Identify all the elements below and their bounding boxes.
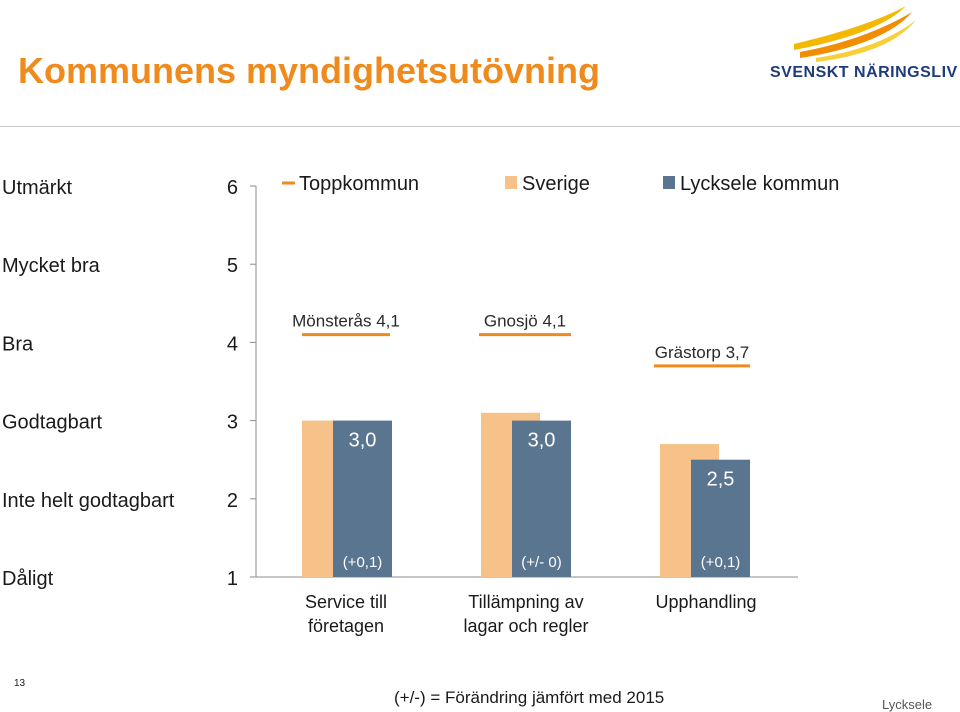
bar-value-label: 3,0: [528, 430, 556, 452]
y-tick-label: 4: [227, 333, 238, 355]
y-tick-label: 6: [227, 177, 238, 199]
y-tick-label: 2: [227, 490, 238, 512]
top-municipality-label: Gnosjö 4,1: [484, 312, 566, 331]
page-title: Kommunens myndighetsutövning: [18, 50, 601, 91]
category-label: Service till: [305, 592, 387, 612]
legend-label: Sverige: [522, 173, 590, 195]
legend-bar-swatch: [505, 176, 517, 189]
y-tick-label: 5: [227, 255, 238, 277]
scale-label: Inte helt godtagbart: [2, 490, 175, 512]
change-label: (+/- 0): [521, 554, 561, 571]
legend-bar-swatch: [663, 176, 675, 189]
scale-label: Bra: [2, 333, 34, 355]
flame-icon: [794, 6, 916, 62]
bar-lycksele: [512, 420, 571, 577]
category-label: Upphandling: [655, 592, 756, 612]
change-label: (+0,1): [701, 554, 741, 571]
change-label: (+0,1): [343, 554, 383, 571]
category-label: Tillämpning av: [468, 592, 583, 612]
logo-text: SVENSKT NÄRINGSLIV: [770, 64, 958, 81]
scale-label: Dåligt: [2, 568, 54, 590]
legend-label: Toppkommun: [299, 173, 419, 195]
title-divider: [0, 126, 960, 127]
top-municipality-label: Grästorp 3,7: [655, 343, 750, 362]
svenskt-naringsliv-logo: [794, 6, 916, 62]
page-number: 13: [14, 678, 26, 689]
scale-label: Mycket bra: [2, 255, 101, 277]
footer-brand: Lycksele: [882, 697, 933, 712]
legend-label: Lycksele kommun: [680, 173, 839, 195]
bar-lycksele: [691, 459, 750, 577]
scale-label: Utmärkt: [2, 177, 72, 199]
scale-label: Godtagbart: [2, 412, 103, 434]
top-municipality-label: Mönsterås 4,1: [292, 312, 400, 331]
category-label: företagen: [308, 616, 384, 636]
change-footnote: (+/-) = Förändring jämfört med 2015: [394, 688, 665, 707]
bar-lycksele: [333, 420, 392, 577]
y-tick-label: 1: [227, 568, 238, 590]
bar-value-label: 3,0: [349, 430, 377, 452]
category-label: lagar och regler: [463, 616, 588, 636]
bar-value-label: 2,5: [707, 469, 735, 491]
y-tick-label: 3: [227, 412, 238, 434]
